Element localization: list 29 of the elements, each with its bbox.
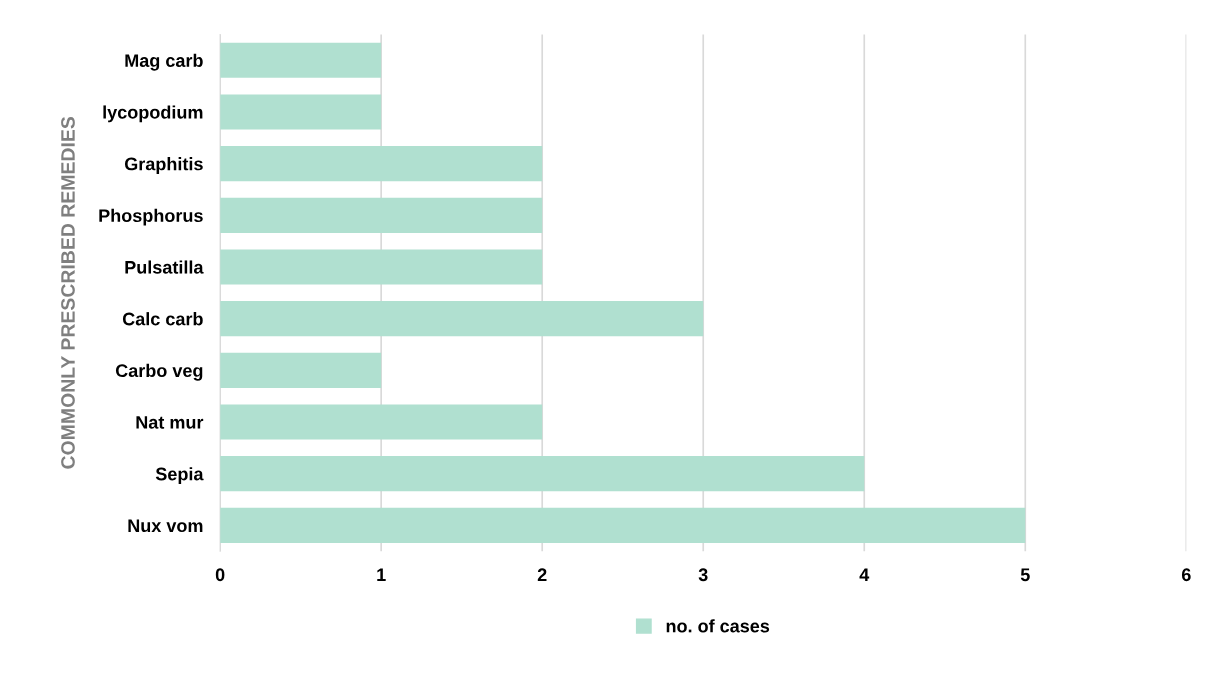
x-tick-label: 0 [215,568,225,582]
y-tick-label: Phosphorus [99,208,203,226]
x-tick-label: 1 [377,568,386,581]
y-tick-label: Carbo veg [115,363,203,381]
bar [220,94,382,130]
y-tick-label: Nat mur [136,416,204,429]
y-tick-label: Pulsatilla [125,260,204,274]
bar [220,352,382,388]
x-tick-label: 4 [859,568,870,581]
bar [220,146,543,182]
y-tick-label: Graphitis [124,157,203,174]
bar [220,42,382,78]
bar [220,404,543,440]
x-tick-label: 3 [698,568,708,582]
y-tick-label: Mag carb [125,53,203,71]
x-tick-label: 6 [1181,568,1191,582]
bar [220,456,865,492]
legend-label: no. of cases [666,619,770,633]
bar [220,507,1026,543]
y-tick-label: Nux vom [128,519,203,533]
y-tick-label: Sepia [155,467,204,484]
y-tick-label: Calc carb [122,312,203,326]
bar [220,301,704,337]
x-tick-label: 2 [537,568,547,581]
x-tick-label: 5 [1020,568,1030,582]
y-axis-title: COMMONLY PRESCRIBED REMEDIES [61,116,75,469]
bar [220,197,543,233]
bar [220,249,543,285]
y-tick-label: lycopodium [103,105,203,123]
